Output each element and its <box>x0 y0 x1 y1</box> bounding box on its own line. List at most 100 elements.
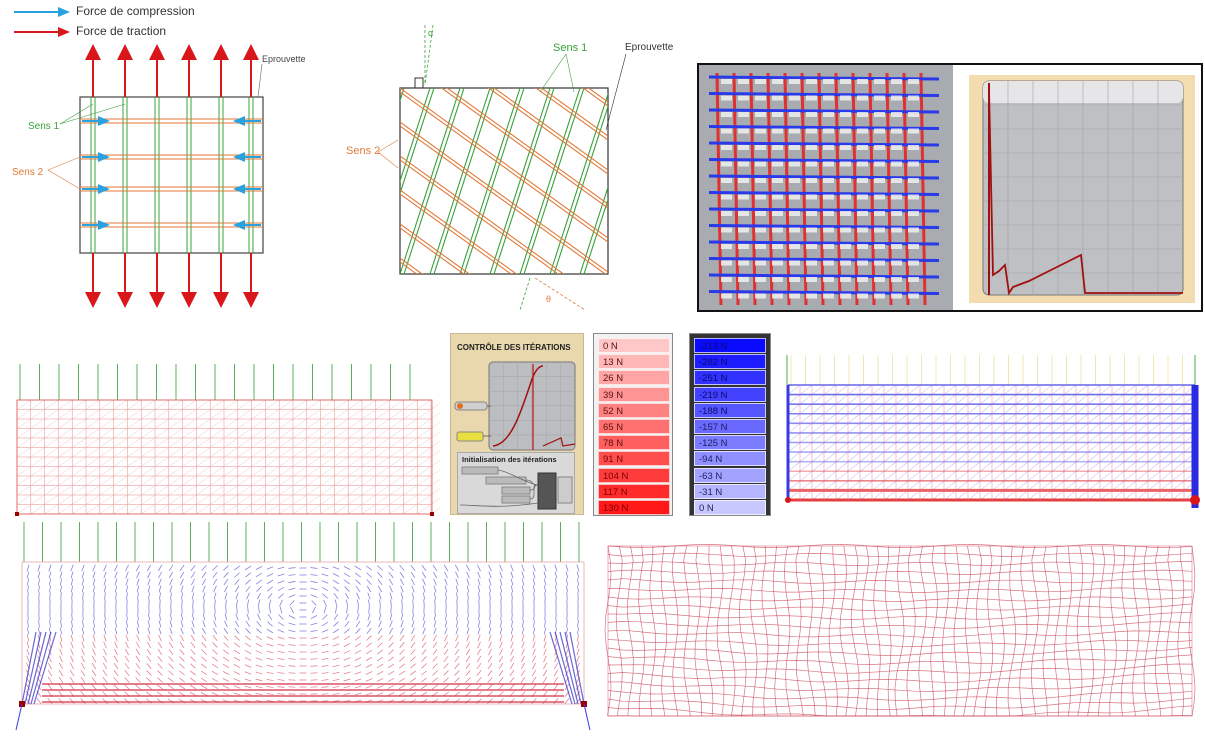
force-member <box>931 451 945 463</box>
force-member <box>823 432 837 443</box>
force-vector <box>444 620 448 628</box>
force-vector <box>147 578 151 586</box>
force-vector <box>71 620 73 628</box>
net-fiber <box>607 587 1193 593</box>
force-label-box <box>721 145 732 150</box>
net-fiber <box>1054 545 1061 717</box>
force-member <box>967 423 981 434</box>
force-vector <box>80 662 86 670</box>
mesh-diagonal <box>182 466 197 477</box>
mesh-diagonal <box>306 428 321 439</box>
force-member <box>895 451 909 463</box>
force-label-box <box>891 112 902 117</box>
force-vector <box>113 669 119 677</box>
force-label-box <box>772 244 783 249</box>
mesh-diagonal <box>348 504 363 515</box>
force-vector <box>499 648 503 656</box>
force-vector <box>432 677 438 683</box>
diagram2-eprouvette-label: Eprouvette <box>625 42 674 53</box>
force-member <box>1171 471 1185 482</box>
mesh-diagonal <box>99 485 114 496</box>
mesh-diagonal <box>30 409 45 420</box>
mesh-diagonal <box>99 475 114 486</box>
force-member <box>1027 451 1041 463</box>
compression-scale-cell: -125 N <box>694 435 766 451</box>
traction-member <box>800 72 808 306</box>
force-vector <box>213 592 217 600</box>
force-member <box>1015 480 1029 491</box>
force-member <box>871 394 885 405</box>
force-label-box <box>721 79 732 84</box>
force-vector <box>70 641 74 649</box>
force-vector <box>511 620 513 628</box>
force-vector <box>365 656 373 662</box>
force-vector <box>158 571 162 579</box>
force-member <box>811 442 825 453</box>
mesh-diagonal <box>182 447 197 458</box>
force-member <box>787 413 801 424</box>
force-vector <box>60 613 62 621</box>
mesh-diagonal <box>430 488 440 496</box>
force-label-box <box>772 145 783 150</box>
mesh-diagonal <box>375 447 390 458</box>
force-member <box>1147 403 1161 415</box>
force-vector <box>225 606 227 614</box>
traction-scale-cell: 13 N <box>598 354 670 370</box>
force-vector <box>26 655 30 663</box>
force-member <box>1063 394 1077 405</box>
force-member <box>1159 394 1173 405</box>
force-vector <box>444 585 448 593</box>
force-vector <box>310 587 318 591</box>
force-vector <box>288 594 296 598</box>
theta-reference-line <box>519 277 531 311</box>
force-vector <box>233 678 241 682</box>
force-member <box>1015 403 1029 415</box>
traction-member <box>715 72 723 306</box>
force-vector <box>499 578 503 586</box>
force-vector <box>244 649 252 655</box>
force-label-box <box>908 178 919 183</box>
force-vector <box>179 670 185 676</box>
theta-reference-line <box>534 277 586 311</box>
mesh-diagonal <box>154 475 169 486</box>
sens1-fiber <box>640 88 690 274</box>
force-vector <box>266 566 274 570</box>
force-label-box <box>721 112 732 117</box>
force-member <box>871 423 885 434</box>
force-vector <box>135 655 141 663</box>
force-label-box <box>755 211 766 216</box>
force-member <box>1159 490 1173 501</box>
force-vector <box>576 571 580 579</box>
compression-scale-cell: -219 N <box>694 386 766 402</box>
force-vector <box>488 620 492 628</box>
force-label-box <box>823 112 834 117</box>
mesh-diagonal <box>265 475 280 486</box>
force-vector <box>510 648 514 656</box>
mesh-diagonal <box>182 504 197 515</box>
mesh-diagonal <box>348 485 363 496</box>
force-vector <box>47 676 53 684</box>
mesh-diagonal <box>44 466 59 477</box>
force-vector <box>60 592 62 600</box>
force-vector <box>212 572 218 578</box>
force-vector <box>487 662 493 670</box>
force-vector <box>354 671 362 675</box>
force-vector <box>478 613 480 621</box>
mesh-diagonal <box>182 428 197 439</box>
mesh-diagonal <box>154 504 169 515</box>
force-vector <box>58 683 64 691</box>
force-vector <box>256 579 262 585</box>
force-vector <box>476 655 482 663</box>
mesh-diagonal <box>182 437 197 448</box>
force-member <box>1039 384 1053 395</box>
force-member <box>1099 490 1113 501</box>
force-member <box>871 413 885 424</box>
force-member <box>943 490 957 501</box>
force-vector <box>354 572 362 578</box>
mesh-diagonal <box>223 494 238 505</box>
force-label-box <box>806 244 817 249</box>
sens2-fiber <box>400 121 608 273</box>
force-member <box>811 451 825 463</box>
force-vector <box>521 585 525 593</box>
mesh-diagonal <box>127 399 142 410</box>
